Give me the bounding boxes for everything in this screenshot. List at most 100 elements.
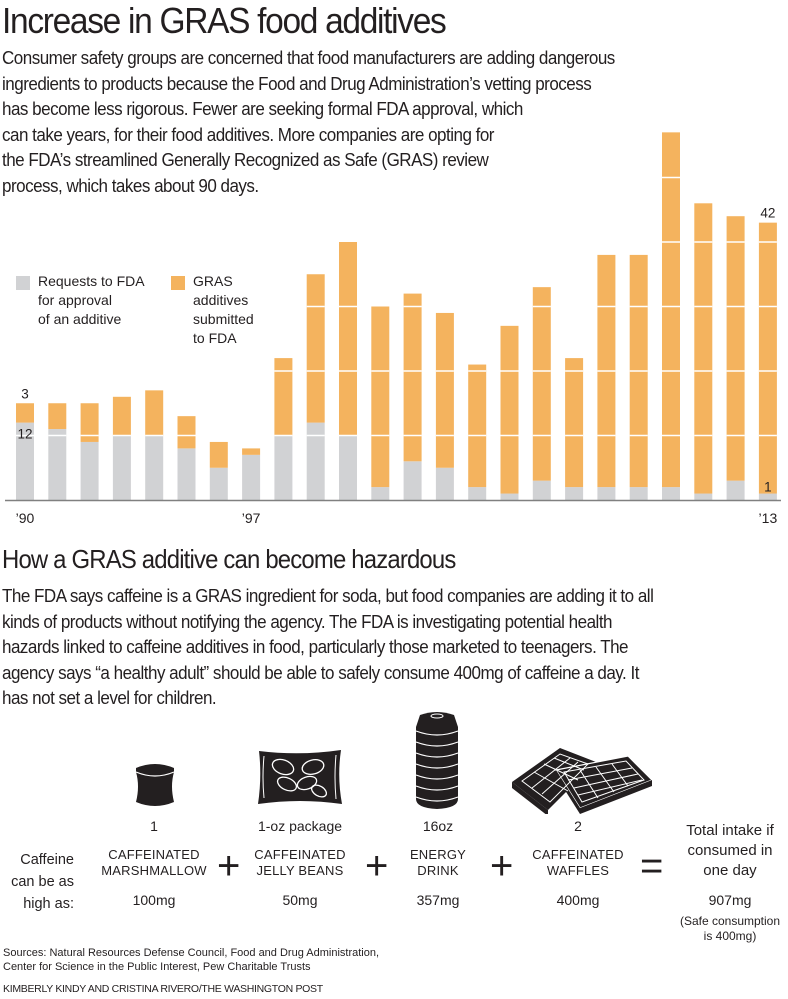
total-label-line: one day [703,862,757,879]
x-tick-label: ’13 [759,510,778,526]
bar-segment-gras-1991 [48,403,67,430]
sources-line: Center for Science in the Public Interes… [3,961,311,973]
x-tick-label: ’90 [16,510,35,526]
quantity-waffles: 2 [574,818,582,834]
bar-segment-gras-1994 [145,390,164,436]
quantity-jelly-beans: 1-oz package [257,818,343,834]
bar-segment-gras-1997 [242,448,261,455]
row-label-line: Caffeine [20,852,74,868]
item-name-line: JELLY BEANS [256,863,344,878]
bar-segment-gras-1998 [274,358,293,436]
amount-marshmallow: 100mg [132,892,176,908]
explain-line: agency says “a healthy adult” should be … [2,661,639,683]
legend-line: GRAS [193,273,233,289]
equals-sign: = [640,844,664,888]
item-name-line: CAFFEINATED [254,847,346,862]
plus-sign: + [365,844,389,888]
bar-segment-fda-requests-2007 [565,487,584,500]
stacked-bar-chart: ’90 ’97 ’13 3 12 42 1 [5,132,781,526]
plus-sign: + [217,844,241,888]
explain-line: kinds of products without notifying the … [2,610,613,632]
legend-line: of an additive [38,311,122,327]
item-name-marshmallow: CAFFEINATED MARSHMALLOW [94,847,214,879]
bar-segment-fda-requests-2000 [339,435,357,500]
legend-line: to FDA [193,330,237,346]
bar-segment-gras-2000 [339,242,357,436]
total-label-line: Total intake if [686,822,774,839]
sources: Sources: Natural Resources Defense Counc… [3,946,379,974]
bar-segment-gras-2004 [468,364,487,488]
row-label-line: high as: [23,896,74,912]
intro-line: ingredients to products because the Food… [2,72,592,94]
bar-segment-gras-2002 [403,293,422,462]
item-name-line: CAFFEINATED [108,847,200,862]
item-name-line: MARSHMALLOW [101,863,207,878]
bars-group [16,132,777,500]
legend-swatch-fda-requests [16,276,30,290]
bar-segment-gras-2003 [435,312,454,468]
energy-drink-can-icon [415,712,459,809]
intro-line: Consumer safety groups are concerned tha… [2,47,615,68]
bar-segment-fda-requests-2009 [629,487,648,500]
bar-segment-gras-1999 [306,274,325,423]
item-name-jelly-beans: CAFFEINATED JELLY BEANS [240,847,360,879]
bar-segment-fda-requests-1993 [112,435,131,500]
total-label-line: consumed in [687,842,773,859]
explain-line: has not set a level for children. [2,687,217,709]
intro-paragraph: Consumer safety groups are concerned tha… [2,45,615,199]
bar-segment-gras-1995 [177,416,196,449]
plus-sign: + [490,844,514,888]
bar-segment-fda-requests-1990 [16,422,34,500]
graphic-title: Increase in GRAS food additives [2,0,447,41]
data-label-fda_requests-1990: 12 [17,427,32,442]
row-label-line: can be as [11,874,74,890]
bar-segment-fda-requests-2012 [726,480,745,500]
bar-segment-gras-2005 [500,325,519,494]
explain-line: hazards linked to caffeine additives in … [2,636,629,658]
item-name-line: CAFFEINATED [532,847,624,862]
intro-line: the FDA’s streamlined Generally Recogniz… [2,149,489,171]
amount-jelly-beans: 50mg [282,892,318,908]
legend-label-gras: GRAS additives submitted to FDA [193,272,254,348]
sources-line: Sources: Natural Resources Defense Counc… [3,947,380,959]
legend-swatch-gras [171,276,185,290]
bar-segment-gras-1993 [112,396,131,436]
bar-segment-fda-requests-1994 [145,435,164,500]
intro-line: has become less rigorous. Fewer are seek… [2,98,523,120]
data-label-fda_requests-2013: 1 [764,480,772,495]
x-tick-labels: ’90 ’97 ’13 [16,510,778,526]
section-title: How a GRAS additive can become hazardous [2,544,456,574]
bar-segment-gras-2012 [726,216,745,481]
bar-segment-fda-requests-2002 [403,461,422,500]
data-label-gras-2013: 42 [760,206,775,221]
bar-segment-fda-requests-2005 [500,493,519,500]
intro-line: process, which takes about 90 days. [2,174,259,196]
item-name-line: DRINK [417,863,459,878]
explain-line: The FDA says caffeine is a GRAS ingredie… [2,585,654,606]
bar-segment-fda-requests-1999 [306,422,325,500]
bar-segment-fda-requests-1995 [177,448,196,500]
bar-segment-fda-requests-1998 [274,435,293,500]
bar-segment-fda-requests-2013 [758,493,777,500]
legend-line: submitted [193,311,254,327]
intro-line: can take years, for their food additives… [2,123,494,145]
bar-segment-gras-2001 [371,306,390,488]
amount-energy-drink: 357mg [416,892,460,908]
credit-line: KIMBERLY KINDY AND CRISTINA RIVERO/THE W… [3,983,323,995]
x-tick-label: ’97 [242,510,261,526]
item-name-line: ENERGY [409,847,467,862]
jelly-bean-package-icon [258,750,342,804]
bar-segment-gras-1992 [80,403,99,442]
bar-segment-fda-requests-2004 [468,487,487,500]
bar-segment-gras-1996 [209,441,228,468]
safe-consumption-note: (Safe consumption is 400mg) [672,914,788,944]
item-name-waffles: CAFFEINATED WAFFLES [518,847,638,879]
quantity-marshmallow: 1 [150,818,158,834]
bar-segment-fda-requests-2006 [532,480,551,500]
bar-segment-fda-requests-2008 [597,487,616,500]
quantity-energy-drink: 16oz [422,818,454,834]
bar-segment-fda-requests-1991 [48,429,67,500]
bar-segment-gras-2011 [694,203,713,494]
data-labels: 3 12 42 1 [17,206,775,495]
bar-segment-fda-requests-1996 [209,467,228,500]
